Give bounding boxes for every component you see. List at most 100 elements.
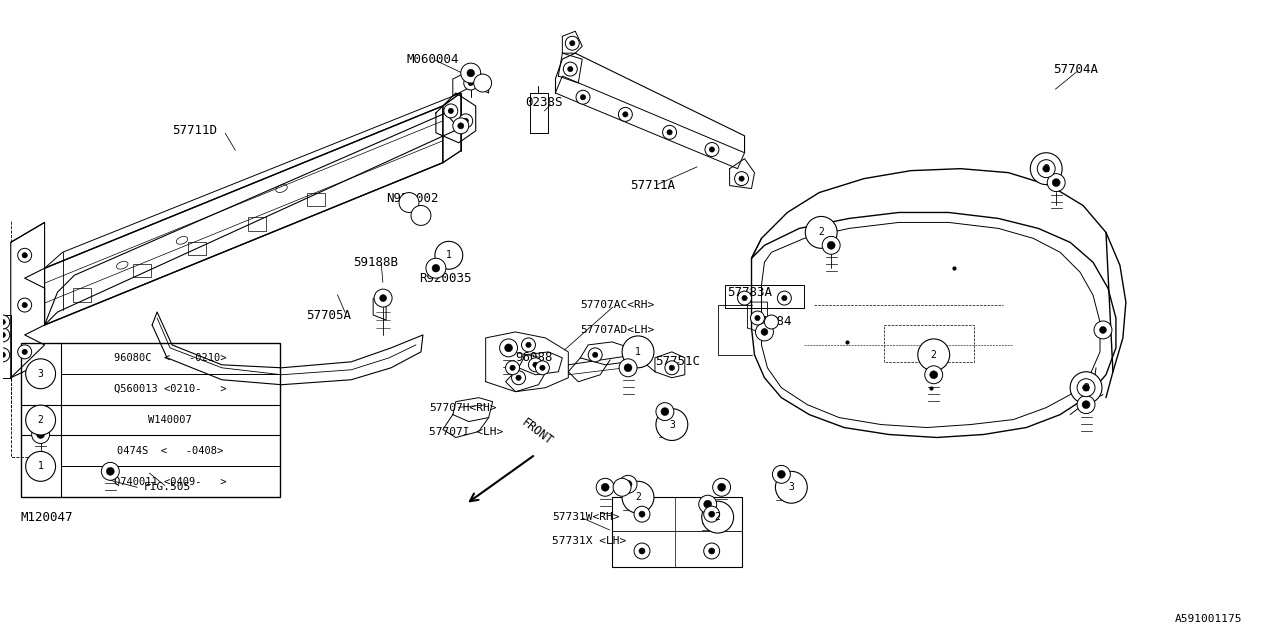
Circle shape [18,345,32,359]
Circle shape [570,40,575,46]
Circle shape [101,462,119,480]
Circle shape [742,296,748,301]
Circle shape [625,480,632,488]
Circle shape [448,108,453,113]
Circle shape [535,361,549,375]
Circle shape [566,36,580,50]
Circle shape [805,216,837,248]
Circle shape [655,403,673,420]
Circle shape [0,348,10,362]
Text: Q560013 <0210-   >: Q560013 <0210- > [114,384,227,394]
Text: 91184: 91184 [754,316,792,328]
Circle shape [639,511,645,517]
Circle shape [593,352,598,358]
Circle shape [620,476,637,493]
Circle shape [667,130,672,135]
Circle shape [699,495,717,513]
Text: A591001175: A591001175 [1175,614,1243,624]
Circle shape [463,118,468,124]
Circle shape [776,471,808,503]
Circle shape [739,176,744,181]
Circle shape [602,483,609,492]
Circle shape [737,291,751,305]
Text: 57731W<RH>: 57731W<RH> [553,512,620,522]
Circle shape [426,259,445,278]
Text: 1: 1 [37,461,44,472]
Circle shape [435,241,463,269]
Circle shape [1082,401,1091,408]
Text: 1: 1 [445,250,452,260]
Circle shape [655,408,687,440]
Text: 57707AD<LH>: 57707AD<LH> [580,325,654,335]
Circle shape [461,63,481,83]
Circle shape [18,298,32,312]
Circle shape [918,339,950,371]
Circle shape [0,352,5,358]
Circle shape [512,371,526,385]
Circle shape [411,205,431,225]
Circle shape [777,470,786,478]
Circle shape [822,236,840,254]
Circle shape [580,95,586,100]
Text: M120047: M120047 [20,511,73,524]
Circle shape [458,123,463,129]
Circle shape [0,328,10,342]
Text: N950002: N950002 [387,192,439,205]
Circle shape [701,501,733,533]
Circle shape [529,358,543,372]
Text: 1: 1 [635,347,641,357]
Circle shape [709,147,714,152]
Text: 59188B: 59188B [353,256,398,269]
Circle shape [526,342,531,348]
Circle shape [622,112,628,117]
Text: W140007: W140007 [148,415,192,425]
Bar [188,242,206,255]
Circle shape [1083,384,1089,391]
Circle shape [563,62,577,76]
Circle shape [0,319,5,324]
Text: M060004: M060004 [406,52,458,66]
Circle shape [782,296,787,301]
Circle shape [755,323,773,341]
Circle shape [660,408,669,415]
Circle shape [26,405,55,435]
Circle shape [576,90,590,104]
Circle shape [1076,379,1094,397]
Circle shape [620,359,637,377]
Text: 96080C  <   -0210>: 96080C < -0210> [114,353,227,364]
Bar [248,218,266,230]
Text: 57783A: 57783A [727,285,773,299]
Text: 57707AC<RH>: 57707AC<RH> [580,300,654,310]
Circle shape [37,431,45,438]
Circle shape [106,467,114,476]
Text: 0238S: 0238S [526,97,563,109]
Circle shape [433,264,439,272]
Circle shape [499,339,517,357]
Text: FRONT: FRONT [518,415,554,447]
Circle shape [596,478,614,496]
Circle shape [458,114,472,128]
Text: Q740011 <0409-   >: Q740011 <0409- > [114,477,227,487]
Circle shape [704,500,712,508]
Text: FIG.505: FIG.505 [145,483,192,492]
Circle shape [567,67,573,72]
Circle shape [0,315,10,329]
Circle shape [704,543,719,559]
Circle shape [1094,321,1112,339]
Bar [73,289,91,301]
Text: 2: 2 [931,350,937,360]
Text: 57731X <LH>: 57731X <LH> [553,536,627,546]
Circle shape [622,336,654,368]
Circle shape [750,311,764,325]
Text: 57704A: 57704A [1053,63,1098,76]
Circle shape [705,143,719,156]
Circle shape [589,348,602,362]
Circle shape [1100,326,1106,333]
Circle shape [639,548,645,554]
Text: 0474S  <   -0408>: 0474S < -0408> [116,446,223,456]
Circle shape [516,375,521,380]
Circle shape [827,241,835,250]
Text: 96088: 96088 [516,351,553,364]
Circle shape [1047,173,1065,191]
Text: 2: 2 [714,512,721,522]
